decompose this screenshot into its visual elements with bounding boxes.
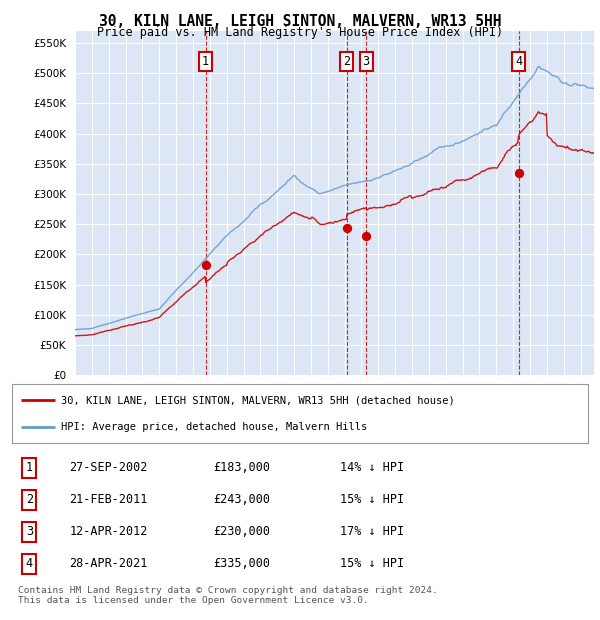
Text: 3: 3 bbox=[26, 525, 33, 538]
Text: 30, KILN LANE, LEIGH SINTON, MALVERN, WR13 5HH (detached house): 30, KILN LANE, LEIGH SINTON, MALVERN, WR… bbox=[61, 396, 455, 405]
Text: 28-APR-2021: 28-APR-2021 bbox=[70, 557, 148, 570]
Text: 21-FEB-2011: 21-FEB-2011 bbox=[70, 494, 148, 506]
Point bbox=[361, 231, 371, 241]
Text: HPI: Average price, detached house, Malvern Hills: HPI: Average price, detached house, Malv… bbox=[61, 422, 367, 432]
Text: 1: 1 bbox=[202, 55, 209, 68]
Text: 14% ↓ HPI: 14% ↓ HPI bbox=[340, 461, 404, 474]
Text: 2: 2 bbox=[26, 494, 33, 506]
Text: 1: 1 bbox=[26, 461, 33, 474]
Text: £183,000: £183,000 bbox=[214, 461, 271, 474]
Text: 4: 4 bbox=[515, 55, 522, 68]
Text: 12-APR-2012: 12-APR-2012 bbox=[70, 525, 148, 538]
Text: £230,000: £230,000 bbox=[214, 525, 271, 538]
Text: 4: 4 bbox=[26, 557, 33, 570]
Text: 30, KILN LANE, LEIGH SINTON, MALVERN, WR13 5HH: 30, KILN LANE, LEIGH SINTON, MALVERN, WR… bbox=[99, 14, 501, 29]
Text: 15% ↓ HPI: 15% ↓ HPI bbox=[340, 494, 404, 506]
Text: 2: 2 bbox=[343, 55, 350, 68]
Point bbox=[342, 223, 352, 233]
Point bbox=[201, 260, 211, 270]
Point bbox=[514, 168, 523, 178]
Text: £335,000: £335,000 bbox=[214, 557, 271, 570]
Text: 3: 3 bbox=[362, 55, 370, 68]
Text: 27-SEP-2002: 27-SEP-2002 bbox=[70, 461, 148, 474]
Text: Contains HM Land Registry data © Crown copyright and database right 2024.
This d: Contains HM Land Registry data © Crown c… bbox=[18, 586, 438, 605]
Text: £243,000: £243,000 bbox=[214, 494, 271, 506]
Text: Price paid vs. HM Land Registry's House Price Index (HPI): Price paid vs. HM Land Registry's House … bbox=[97, 26, 503, 39]
Text: 17% ↓ HPI: 17% ↓ HPI bbox=[340, 525, 404, 538]
Text: 15% ↓ HPI: 15% ↓ HPI bbox=[340, 557, 404, 570]
